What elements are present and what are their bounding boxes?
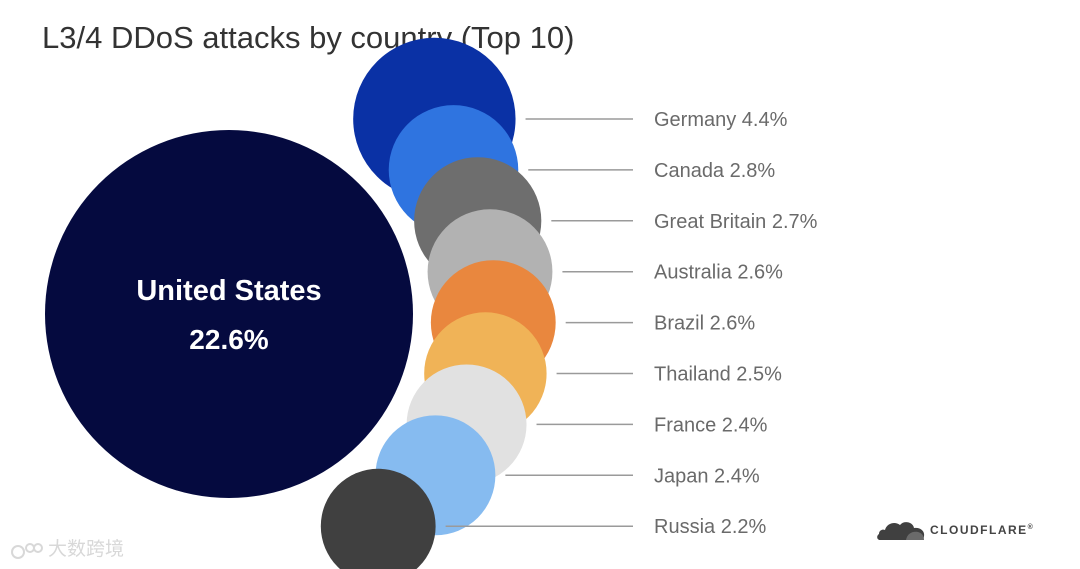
cloudflare-logo: CLOUDFLARE® (876, 518, 1033, 542)
label-russia: Russia 2.2% (654, 516, 766, 538)
label-germany: Germany 4.4% (654, 109, 788, 131)
label-japan: Japan 2.4% (654, 465, 760, 487)
label-france: France 2.4% (654, 414, 768, 436)
label-united-states: United States (136, 275, 321, 307)
bubble-united-states (45, 130, 413, 498)
cloud-icon (877, 522, 925, 540)
bubble-russia (320, 468, 436, 569)
watermark-text: 大数跨境 (48, 538, 125, 560)
label-brazil: Brazil 2.6% (654, 313, 755, 335)
label-great-britain: Great Britain 2.7% (654, 211, 818, 233)
label-thailand: Thailand 2.5% (654, 364, 782, 386)
watermark: 大数跨境 (10, 534, 124, 561)
watermark-logo-icon (11, 542, 43, 559)
logo-text: CLOUDFLARE® (930, 523, 1033, 537)
value-united-states: 22.6% (189, 324, 268, 355)
chart-title: L3/4 DDoS attacks by country (Top 10) (42, 20, 575, 55)
label-australia: Australia 2.6% (654, 262, 783, 284)
label-canada: Canada 2.8% (654, 160, 775, 182)
